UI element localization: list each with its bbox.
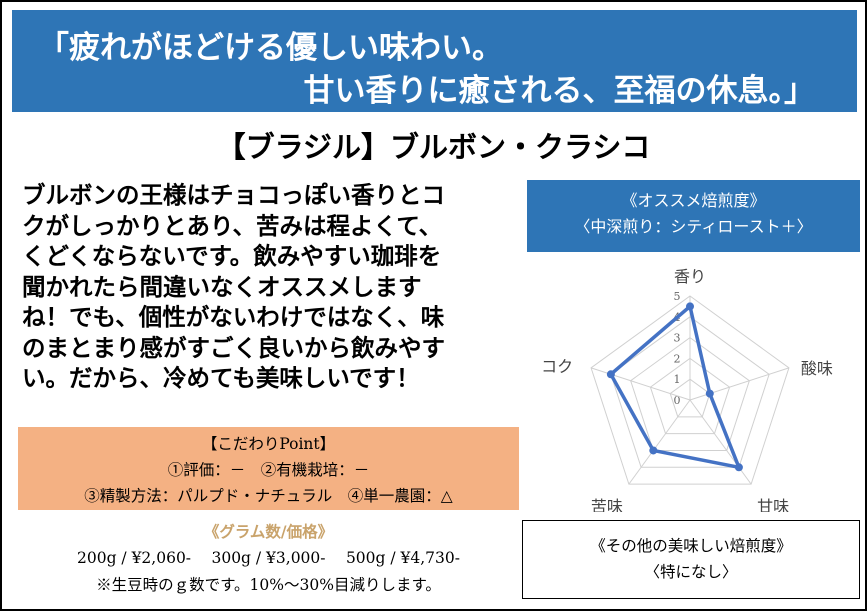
description-line: 聞かれたら間違いなくオススメします	[22, 272, 422, 301]
points-box: 【こだわりPoint】 ①評価：－ ②有機栽培：－ ③精製方法：パルプド・ナチュ…	[18, 427, 519, 510]
category-label: 香り	[674, 267, 706, 286]
description: ブルボンの王様はチョコっぽい香りとコ クがしっかりとあり、苦みは程よくて、 くどくな…	[22, 180, 445, 394]
header-line: 「疲れがほどける優しい味わい。	[38, 30, 503, 66]
tick-label: 5	[674, 290, 681, 303]
header-line: 甘い香りに癒される、至福の休息。」	[303, 73, 816, 109]
points-title: 【こだわりPoint】	[201, 435, 336, 453]
grid-ring	[630, 336, 750, 451]
category-label: 苦味	[591, 497, 623, 512]
category-label: 甘味	[757, 497, 789, 512]
tick-label: 1	[674, 373, 681, 386]
product-title: 【ブラジル】ブルボン・クラシコ	[216, 130, 651, 164]
description-line: くどくならないです。飲みやすい珈琲を	[22, 242, 442, 270]
other-value: 〈特になし〉	[644, 563, 738, 581]
description-line: ね！でも、個性がないわけではなく、味	[22, 303, 445, 331]
roast-value: 〈中深煎り：シティロースト＋〉	[574, 217, 813, 236]
header: 「疲れがほどける優しい味わい。 甘い香りに癒される、至福の休息。」	[12, 10, 857, 112]
category-label: 酸味	[801, 359, 833, 378]
tick-label: 0	[674, 394, 681, 407]
roast-title: 《オススメ焙煎度》	[621, 191, 766, 210]
radar-point	[649, 446, 658, 455]
category-label: コク	[541, 357, 573, 376]
price-section: 《グラム数/価格》 200g / ¥2,060- 300g / ¥3,000- …	[18, 518, 519, 599]
description-line: クがしっかりとあり、苦みは程よくて、	[22, 211, 443, 240]
grid-ring	[669, 378, 711, 418]
description-line: ブルボンの王様はチョコっぽい香りとコ	[22, 181, 445, 209]
radar-point	[686, 302, 694, 311]
axis-line	[689, 399, 752, 485]
radar-point	[606, 370, 615, 379]
tick-label: 3	[674, 332, 681, 345]
roast-box: 《オススメ焙煎度》 〈中深煎り：シティロースト＋〉	[527, 180, 860, 252]
description-line: のまとまり感がすごく良いから飲みやす	[22, 333, 445, 362]
axis-line	[628, 399, 691, 485]
price-title: 《グラム数/価格》	[203, 522, 334, 541]
tick-label: 2	[674, 352, 681, 365]
grid-ring	[649, 357, 731, 435]
radar-point	[734, 463, 743, 472]
points-line: ①評価：－ ②有機栽培：－	[167, 461, 370, 479]
other-box: 《その他の美味しい焙煎度》 〈特になし〉	[522, 520, 860, 599]
radar-line	[608, 303, 742, 470]
other-title: 《その他の美味しい焙煎度》	[590, 537, 792, 555]
radar-point	[705, 389, 714, 398]
price-line: 200g / ¥2,060- 300g / ¥3,000- 500g / ¥4,…	[76, 549, 461, 567]
points-line: ③精製方法：パルプド・ナチュラル ④単一農園：△	[84, 487, 453, 505]
price-note: ※生豆時のｇ数です。10%～30%目減りします。	[96, 576, 441, 594]
description-line: い。だから、冷めても美味しいです！	[22, 364, 420, 392]
grid-ring	[590, 295, 790, 485]
